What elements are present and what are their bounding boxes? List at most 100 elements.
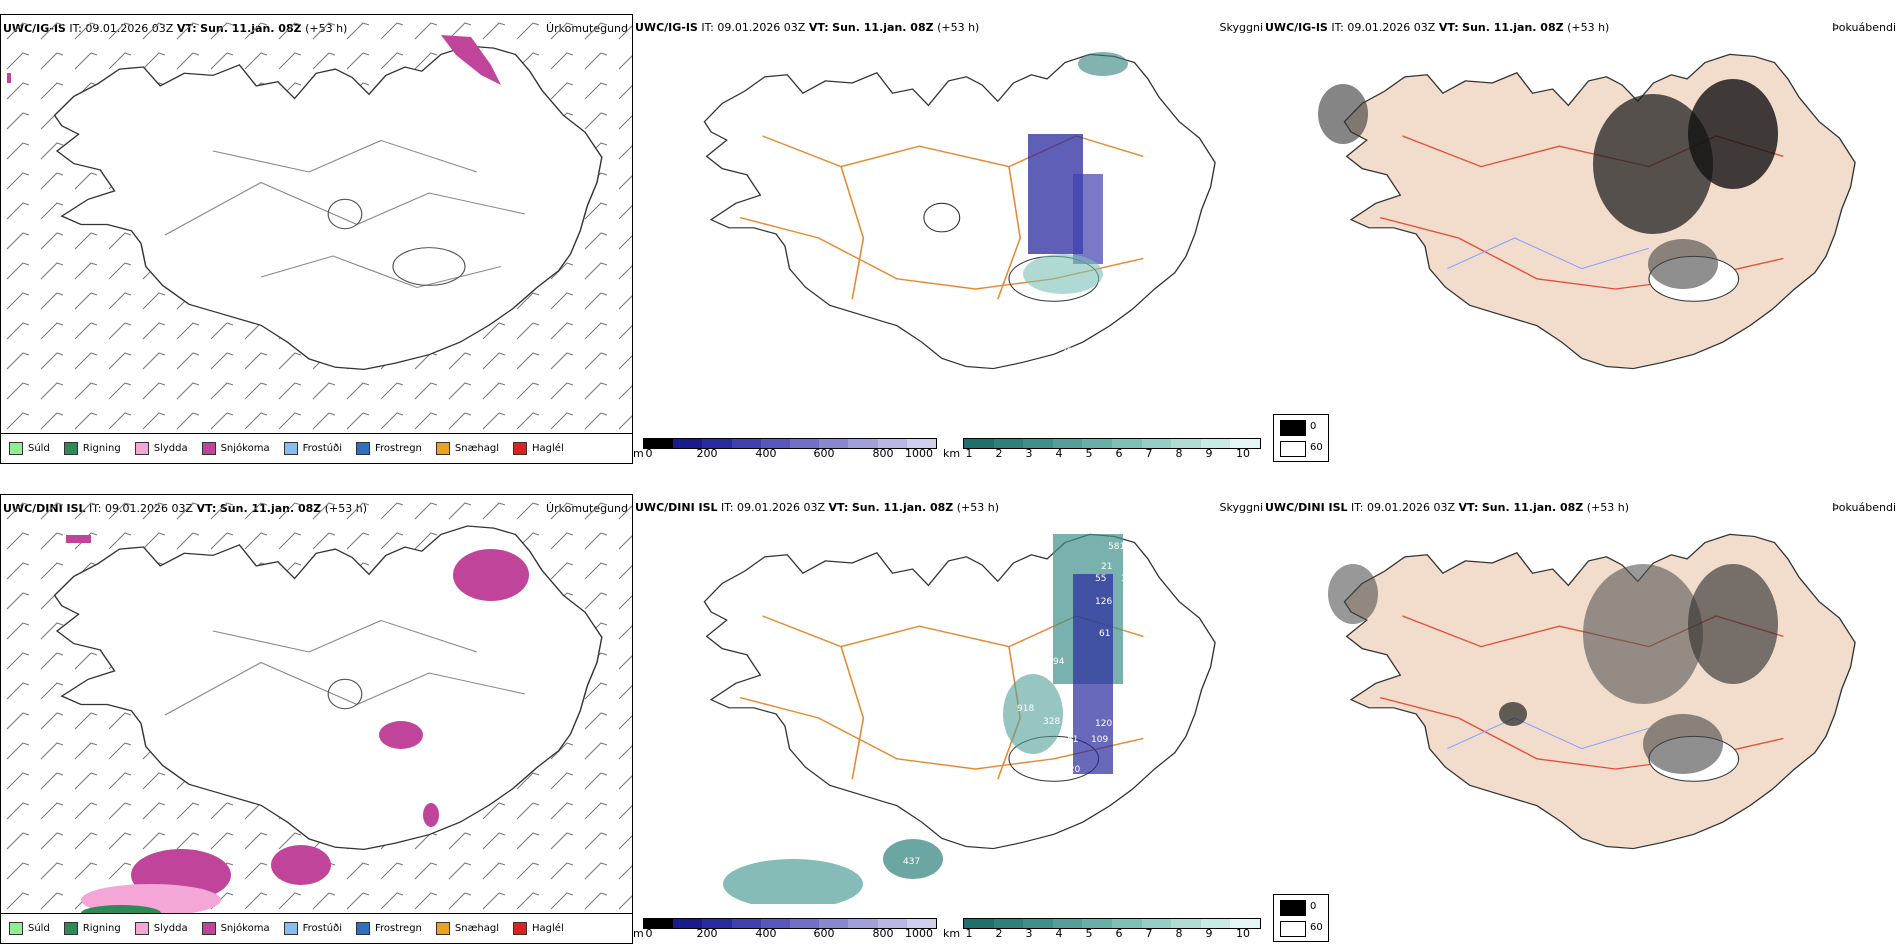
- m-bin: [731, 919, 761, 928]
- km-tick: 3: [1025, 927, 1033, 940]
- swatch: [9, 922, 23, 935]
- vis-value-label: 918: [1017, 704, 1034, 714]
- visibility-map: 99 99 99 282: [703, 52, 1216, 370]
- km-bin: [1200, 919, 1231, 928]
- legend-item-frostregn: Frostregn: [356, 442, 422, 455]
- m-unit: m: [633, 927, 644, 940]
- legend-item-frostudi: Frostúði: [283, 922, 342, 935]
- legend-item-snaehagl: Snæhagl: [435, 442, 499, 455]
- km-bin: [993, 439, 1024, 448]
- km-bar: [963, 918, 1261, 929]
- vis-value-label: 120: [1095, 719, 1112, 729]
- vis-value-label: 113: [1121, 574, 1138, 584]
- km-tick: 8: [1175, 927, 1183, 940]
- fog-label-60: 60: [1310, 922, 1323, 933]
- m-tick: 0: [645, 447, 653, 460]
- fog-map: [1328, 533, 1856, 850]
- vis-value-label: 282: [1061, 347, 1078, 357]
- m-bin: [877, 919, 907, 928]
- m-bin: [790, 439, 820, 448]
- km-tick: 9: [1205, 447, 1213, 460]
- swatch: [134, 922, 149, 935]
- m-tick: 200: [696, 927, 718, 940]
- km-tick: 2: [995, 927, 1003, 940]
- km-unit: km: [943, 927, 961, 940]
- visibility-m-colorbar: m 0 200 400 600 800 1000: [633, 438, 938, 464]
- vis-value-label: 109: [1091, 735, 1108, 745]
- m-tick: 800: [872, 927, 894, 940]
- precip-map: [1, 495, 632, 915]
- km-tick: 3: [1025, 447, 1033, 460]
- km-bin: [1082, 439, 1112, 448]
- km-bin: [993, 919, 1024, 928]
- panel-label: Þokuábendi: [1832, 21, 1896, 34]
- m-tick: 0: [645, 927, 653, 940]
- km-tick: 2: [995, 447, 1003, 460]
- km-tick: 7: [1145, 927, 1153, 940]
- precip-type-panel-row1: UWC/IG-IS IT: 09.01.2026 03Z VT: Sun. 11…: [0, 14, 633, 464]
- m-bin: [906, 439, 937, 448]
- km-bin: [1023, 919, 1053, 928]
- km-tick: 6: [1115, 927, 1123, 940]
- m-tick: 1000: [905, 447, 933, 460]
- panel-title: UWC/DINI ISL IT: 09.01.2026 03Z VT: Sun.…: [1265, 501, 1630, 514]
- swatch: [134, 442, 149, 455]
- legend-item-sudl: Súld: [9, 442, 50, 455]
- visibility-map: 581 21 55 113 126 61 73 94 918 328 75 51…: [703, 533, 1216, 904]
- m-bin: [673, 919, 703, 928]
- precip-type-panel-row2: UWC/DINI ISL IT: 09.01.2026 03Z VT: Sun.…: [0, 494, 633, 944]
- vis-value-label: 581: [1108, 542, 1125, 552]
- panel-label: Skyggni: [1219, 21, 1263, 34]
- swatch: [63, 442, 78, 455]
- km-bin: [1023, 439, 1053, 448]
- km-bin: [1230, 919, 1260, 928]
- vis-value-label: 328: [1043, 717, 1060, 727]
- panel-label: Skyggni: [1219, 501, 1263, 514]
- km-bin: [1141, 439, 1172, 448]
- panel-title: UWC/DINI ISL IT: 09.01.2026 03Z VT: Sun.…: [635, 501, 1000, 514]
- legend-item-snjokoma: Snjókoma: [201, 922, 270, 935]
- legend-item-frostregn: Frostregn: [356, 922, 422, 935]
- km-tick: 1: [965, 927, 973, 940]
- legend-item-snjokoma: Snjókoma: [201, 442, 270, 455]
- m-tick: 200: [696, 447, 718, 460]
- km-tick: 5: [1085, 927, 1093, 940]
- legend-item-rigning: Rigning: [63, 922, 121, 935]
- vis-value-label: 73: [1138, 625, 1149, 635]
- m-bin: [877, 439, 907, 448]
- km-bin: [1200, 439, 1231, 448]
- visibility-km-colorbar: km 1 2 3 4 5 6 7 8 9 10: [943, 918, 1263, 944]
- fog-swatch-white: [1280, 921, 1306, 937]
- km-tick: 8: [1175, 447, 1183, 460]
- m-unit: m: [633, 447, 644, 460]
- fog-index-panel-row1: UWC/IG-IS IT: 09.01.2026 03Z VT: Sun. 11…: [1263, 14, 1900, 464]
- m-tick: 400: [755, 927, 777, 940]
- swatch: [201, 922, 216, 935]
- km-tick: 5: [1085, 447, 1093, 460]
- vis-value-label: 55: [1095, 574, 1106, 584]
- fog-map: [1318, 53, 1856, 370]
- m-bin: [702, 919, 732, 928]
- fog-label-0: 0: [1310, 421, 1317, 432]
- km-tick: 4: [1055, 447, 1063, 460]
- m-bin: [819, 919, 849, 928]
- m-bin: [644, 919, 674, 928]
- vis-value-label: 99: [1115, 232, 1127, 242]
- panel-title: UWC/IG-IS IT: 09.01.2026 03Z VT: Sun. 11…: [635, 21, 980, 34]
- km-tick: 1: [965, 447, 973, 460]
- m-tick: 1000: [905, 927, 933, 940]
- km-tick: 6: [1115, 447, 1123, 460]
- km-bin: [1082, 919, 1112, 928]
- m-bin: [760, 919, 791, 928]
- km-bin: [964, 919, 994, 928]
- fog-swatch-black: [1280, 900, 1306, 916]
- fog-swatch-white: [1280, 441, 1306, 457]
- km-bin: [1052, 919, 1083, 928]
- legend-item-sudl: Súld: [9, 922, 50, 935]
- swatch: [283, 442, 298, 455]
- swatch: [513, 922, 528, 935]
- legend-item-haglel: Haglél: [513, 442, 564, 455]
- legend-item-frostudi: Frostúði: [283, 442, 342, 455]
- m-bar: [643, 438, 937, 449]
- legend-item-slydda: Slydda: [134, 442, 188, 455]
